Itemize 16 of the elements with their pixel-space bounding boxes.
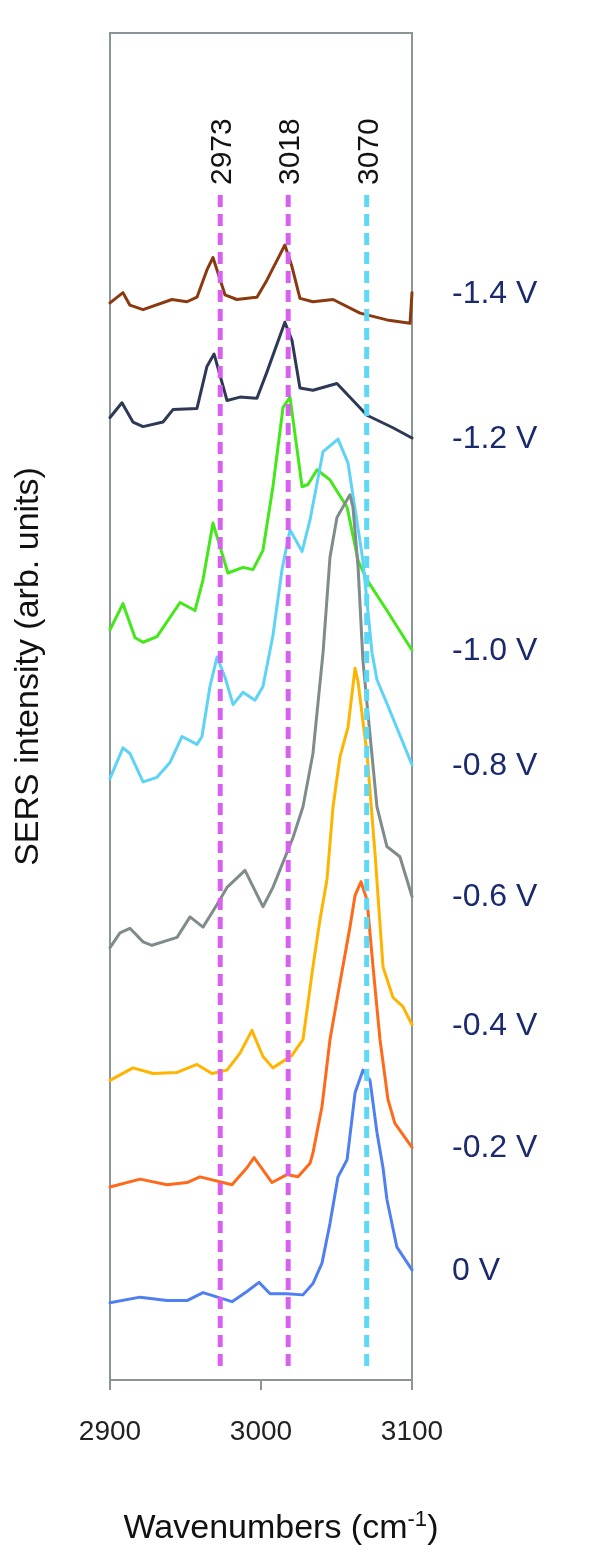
ref-line-label: 3018: [272, 118, 306, 185]
series-label: -1.4 V: [452, 273, 539, 310]
series-label: 0 V: [452, 1250, 501, 1287]
ref-line-label: 2973: [204, 118, 238, 185]
x-tick-label: 2900: [78, 1415, 142, 1446]
series-label: -0.8 V: [452, 745, 539, 782]
ref-line-label: 3070: [350, 118, 384, 185]
x-axis-title: Wavenumbers (cm$^{-1}$): [123, 1505, 439, 1545]
x-tick-label: 3000: [229, 1415, 293, 1446]
series-label: -1.2 V: [452, 418, 539, 455]
series-label: -0.2 V: [452, 1128, 539, 1165]
x-tick-label: 3100: [380, 1415, 444, 1446]
y-axis-title: SERS intensity (arb. units): [7, 467, 45, 866]
series-label: -0.4 V: [452, 1005, 539, 1042]
series-label: -0.6 V: [452, 877, 539, 914]
series-label: -1.0 V: [452, 631, 539, 668]
